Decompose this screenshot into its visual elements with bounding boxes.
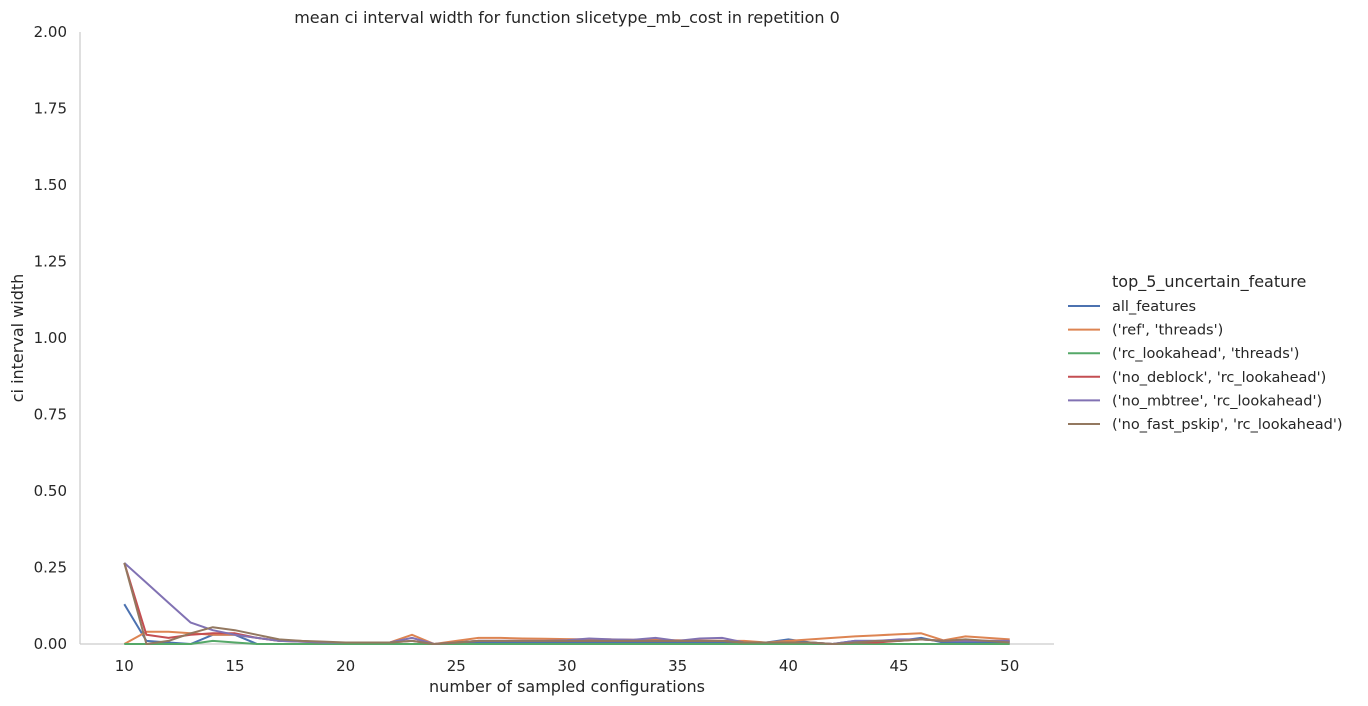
y-tick-label: 1.25 — [34, 253, 67, 271]
legend-label: ('no_mbtree', 'rc_lookahead') — [1112, 393, 1322, 409]
legend-label: ('rc_lookahead', 'threads') — [1112, 346, 1299, 362]
y-tick-label: 1.00 — [34, 329, 67, 347]
legend-label: ('no_deblock', 'rc_lookahead') — [1112, 370, 1326, 386]
y-tick-label: 1.50 — [34, 176, 67, 194]
y-tick-label: 0.25 — [34, 559, 67, 577]
legend-label: ('ref', 'threads') — [1112, 323, 1223, 339]
series-line-4 — [123, 562, 1010, 645]
x-tick-label: 40 — [779, 657, 798, 675]
series-line-2 — [124, 639, 1010, 645]
x-axis-title: number of sampled configurations — [429, 677, 705, 696]
legend-label: ('no_fast_pskip', 'rc_lookahead') — [1112, 417, 1343, 433]
x-tick-label: 15 — [225, 657, 244, 675]
plot-area — [123, 562, 1010, 645]
legend-title: top_5_uncertain_feature — [1112, 272, 1306, 292]
series-line-5 — [123, 562, 1010, 645]
y-axis: 0.00 0.25 0.50 0.75 1.00 1.25 1.50 1.75 2.00 — [34, 23, 81, 653]
x-tick-label: 45 — [889, 657, 908, 675]
x-tick-labels: 10 15 20 25 30 35 40 45 50 — [115, 657, 1020, 675]
y-tick-label: 0.00 — [34, 635, 67, 653]
x-tick-label: 35 — [668, 657, 687, 675]
chart-title: mean ci interval width for function slic… — [294, 8, 840, 28]
series-line-3 — [123, 562, 1010, 645]
x-tick-label: 30 — [557, 657, 576, 675]
x-tick-label: 25 — [447, 657, 466, 675]
x-tick-label: 20 — [336, 657, 355, 675]
y-tick-labels: 0.00 0.25 0.50 0.75 1.00 1.25 1.50 1.75 2.00 — [34, 23, 67, 653]
y-tick-label: 0.50 — [34, 482, 67, 500]
x-axis: 10 15 20 25 30 35 40 45 50 — [80, 643, 1054, 675]
y-tick-label: 1.75 — [34, 100, 67, 118]
legend-items: all_features ('ref', 'threads') ('rc_looka… — [1068, 299, 1343, 433]
y-tick-label: 2.00 — [34, 23, 67, 41]
y-tick-label: 0.75 — [34, 406, 67, 424]
x-tick-label: 50 — [1000, 657, 1019, 675]
x-tick-label: 10 — [115, 657, 134, 675]
legend: top_5_uncertain_feature all_features ('re… — [1068, 272, 1343, 433]
y-axis-title: ci interval width — [8, 274, 27, 403]
legend-label: all_features — [1112, 299, 1196, 315]
